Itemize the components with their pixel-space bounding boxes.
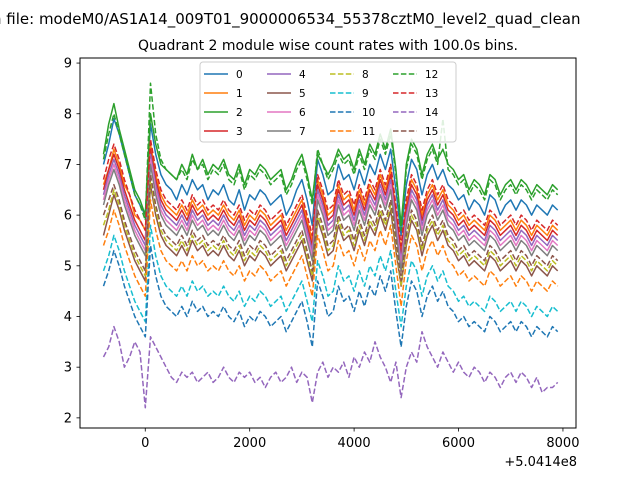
legend-label-15: 15: [425, 126, 438, 138]
series-line-3: [102, 148, 559, 257]
legend-label-14: 14: [425, 107, 439, 119]
x-axis: 0 2000 4000 6000 8000: [141, 428, 579, 451]
legend-label-6: 6: [299, 107, 306, 119]
x-tick-label: 6000: [442, 436, 475, 451]
y-axis: 2 3 4 5 6 7 8 9: [64, 57, 80, 426]
series-line-4: [102, 153, 559, 262]
legend-label-11: 11: [362, 126, 375, 138]
axes-title: Quadrant 2 module wise count rates with …: [138, 38, 518, 54]
y-tick-label: 8: [64, 107, 72, 122]
y-tick-label: 4: [64, 310, 72, 325]
y-tick-label: 5: [64, 259, 72, 274]
x-tick-label: 8000: [546, 436, 579, 451]
figure-suptitle: n file: modeM0/AS1A14_009T01_9000006534_…: [0, 10, 581, 29]
series-line-7: [102, 163, 559, 272]
legend-label-7: 7: [299, 126, 306, 138]
legend-label-3: 3: [236, 126, 243, 138]
y-tick-label: 2: [64, 411, 72, 426]
legend-label-10: 10: [362, 107, 375, 119]
legend-box: [199, 61, 457, 143]
series-line-14: [102, 325, 559, 409]
series-line-6: [102, 158, 559, 267]
y-tick-label: 9: [64, 57, 72, 72]
y-tick-label: 7: [64, 158, 72, 173]
x-tick-label: 2000: [233, 436, 266, 451]
y-tick-label: 6: [64, 209, 72, 224]
series-line-1: [102, 143, 559, 252]
x-tick-label: 4000: [338, 436, 371, 451]
plot-frame: [79, 57, 577, 429]
series-line-2: [102, 102, 559, 227]
x-tick-label: 0: [141, 436, 149, 451]
series-line-11: [102, 199, 559, 308]
legend-label-5: 5: [299, 88, 306, 100]
series-line-10: [102, 244, 559, 348]
series-line-8: [102, 178, 559, 287]
x-offset-label: +5.0414e8: [504, 455, 577, 470]
legend-label-1: 1: [236, 88, 243, 100]
legend-label-4: 4: [299, 69, 306, 81]
legend-label-13: 13: [425, 88, 438, 100]
series-line-13: [102, 138, 559, 247]
legend-label-2: 2: [236, 107, 243, 119]
legend-label-12: 12: [425, 69, 438, 81]
legend-label-8: 8: [362, 69, 369, 81]
legend-label-9: 9: [362, 88, 369, 100]
series-line-9: [102, 224, 559, 328]
series-line-0: [102, 118, 559, 237]
legend-label-0: 0: [236, 69, 243, 81]
series-line-5: [102, 183, 559, 287]
series-line-15: [102, 173, 559, 282]
series-line-12: [102, 82, 559, 232]
series-layer: [102, 82, 559, 409]
y-tick-label: 3: [64, 361, 72, 376]
